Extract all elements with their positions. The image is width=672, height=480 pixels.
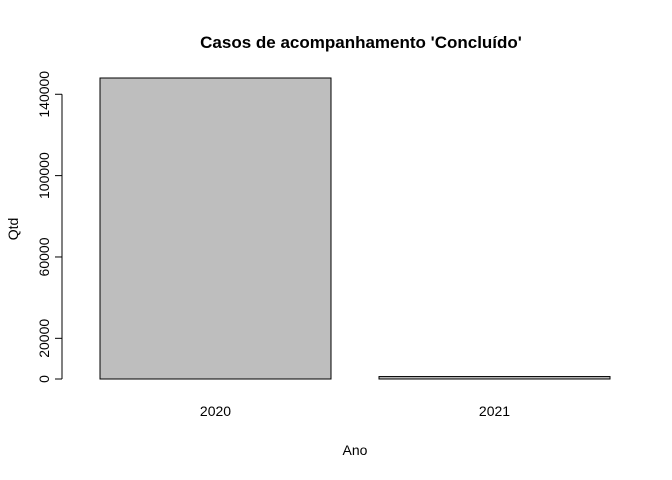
y-axis: 0 20000 60000 100000 140000	[36, 71, 63, 383]
chart-title: Casos de acompanhamento 'Concluído'	[200, 33, 522, 52]
y-axis-label: Qtd	[5, 218, 21, 241]
y-tick-label: 60000	[36, 237, 52, 276]
y-tick-label: 0	[36, 375, 52, 383]
bars	[99, 77, 611, 380]
y-tick-label: 100000	[36, 152, 52, 199]
x-tick-labels: 2020 2021	[200, 403, 510, 419]
x-tick-label-2021: 2021	[479, 403, 510, 419]
y-tick-label: 20000	[36, 319, 52, 358]
x-tick-label-2020: 2020	[200, 403, 231, 419]
x-axis-label: Ano	[343, 442, 368, 458]
y-tick-label: 140000	[36, 71, 52, 118]
bar-2021	[378, 376, 611, 380]
bar-2020	[99, 77, 332, 380]
